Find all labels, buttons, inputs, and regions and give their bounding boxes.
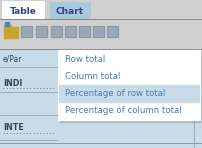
Bar [50,2,90,19]
Bar [52,27,61,36]
Bar [80,27,89,36]
Bar [21,26,32,37]
Text: Row total: Row total [65,55,105,64]
Bar [36,26,47,37]
Bar [5,22,9,26]
Bar [4,27,18,38]
Bar [51,26,62,37]
Text: Table: Table [9,7,36,16]
Bar [0,0,202,19]
Bar [2,1,44,19]
Text: e/Par: e/Par [3,54,22,63]
Text: INDI: INDI [3,78,22,87]
Text: INTE: INTE [3,123,24,132]
Bar [66,27,75,36]
Bar [59,85,199,102]
Bar [37,27,46,36]
Text: Percentage of column total: Percentage of column total [65,106,182,115]
Bar [79,26,90,37]
Bar [22,27,31,36]
Bar [58,50,200,120]
Bar [0,49,57,148]
Bar [108,27,117,36]
Bar [94,27,103,36]
Bar [107,26,118,37]
Text: Percentage of row total: Percentage of row total [65,89,165,98]
Bar [0,19,202,49]
Bar [93,26,104,37]
Bar [194,49,202,148]
Text: Chart: Chart [56,7,84,16]
Text: Column total: Column total [65,72,120,81]
Bar [65,26,76,37]
Bar [4,25,11,29]
Bar [60,52,202,122]
